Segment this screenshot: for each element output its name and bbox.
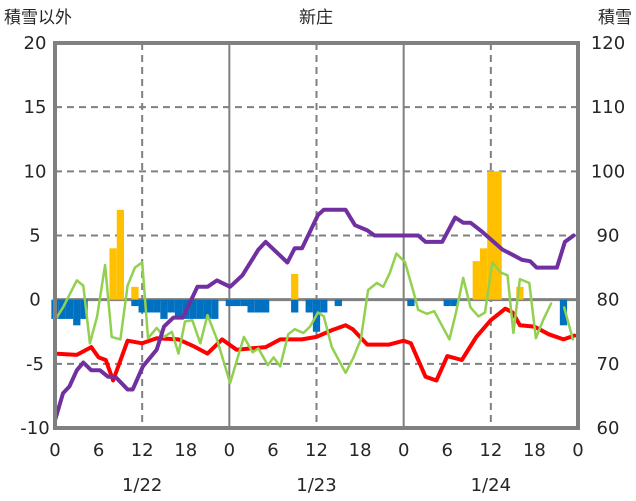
bar-positive	[472, 261, 480, 300]
x-tick-label: 6	[93, 440, 104, 461]
bar-positive	[516, 286, 524, 300]
left-tick-label: 5	[29, 226, 40, 247]
bar-negative	[73, 299, 81, 326]
x-tick-label: 12	[131, 440, 154, 461]
x-tick-label: 0	[49, 440, 60, 461]
right-tick-label: 80	[597, 290, 620, 311]
x-tick-label: 18	[174, 440, 197, 461]
bar-negative	[320, 299, 328, 313]
series-green-line	[53, 252, 575, 385]
bar-negative	[65, 299, 74, 319]
bar-negative	[211, 299, 219, 319]
bar-negative	[443, 299, 451, 307]
x-tick-label: 12	[479, 440, 502, 461]
bar-negative	[80, 299, 88, 319]
right-tick-label: 100	[591, 161, 625, 182]
bar-positive	[479, 248, 488, 300]
bar-negative	[247, 299, 255, 313]
x-tick-label: 18	[523, 440, 546, 461]
bar-negative	[138, 299, 146, 313]
bar-negative	[254, 299, 263, 313]
bars	[51, 171, 568, 332]
right-tick-label: 90	[597, 226, 620, 247]
bar-negative	[203, 299, 212, 319]
bar-negative	[407, 299, 415, 307]
date-label: 1/24	[471, 475, 511, 496]
plot-frame	[53, 41, 580, 430]
bar-negative	[232, 299, 241, 307]
series-lines	[53, 207, 577, 423]
left-tick-label: 15	[24, 97, 47, 118]
x-tick-label: 18	[349, 440, 372, 461]
bar-positive	[131, 286, 139, 300]
bar-negative	[240, 299, 248, 307]
right-tick-label: 70	[597, 354, 620, 375]
x-tick-label: 6	[267, 440, 278, 461]
left-tick-label: 0	[29, 290, 40, 311]
bar-negative	[167, 299, 175, 313]
right-axis-title: 積雪	[598, 8, 632, 28]
axis-labels: 新庄 積雪以外 積雪 20151050-5-101201101009080706…	[4, 8, 632, 496]
bar-negative	[189, 299, 197, 319]
bar-negative	[262, 299, 270, 313]
left-tick-label: -5	[26, 354, 44, 375]
bar-positive	[291, 274, 299, 300]
x-tick-label: 6	[442, 440, 453, 461]
x-tick-label: 0	[224, 440, 235, 461]
bar-negative	[160, 299, 168, 319]
right-tick-label: 120	[591, 33, 625, 54]
bar-negative	[174, 299, 183, 317]
bar-positive	[494, 171, 502, 300]
series-purple-line	[53, 207, 576, 423]
bar-negative	[153, 299, 161, 313]
bar-negative	[450, 299, 459, 307]
bar-negative	[559, 299, 568, 326]
series-red-line	[53, 306, 577, 383]
left-tick-label: 10	[24, 161, 47, 182]
bar-negative	[225, 299, 233, 307]
left-tick-label: 20	[24, 33, 47, 54]
date-label: 1/22	[122, 475, 162, 496]
bar-positive	[116, 209, 125, 300]
left-axis-title: 積雪以外	[4, 8, 72, 28]
bar-negative	[145, 299, 154, 313]
right-tick-label: 110	[591, 97, 625, 118]
bar-positive	[487, 171, 495, 300]
bar-positive	[109, 248, 117, 300]
bar-negative	[196, 299, 204, 319]
bar-negative	[334, 299, 342, 307]
chart-title: 新庄	[299, 8, 333, 28]
plot-border	[53, 41, 580, 430]
x-tick-label: 0	[398, 440, 409, 461]
date-label: 1/23	[296, 475, 336, 496]
x-tick-label: 0	[572, 440, 583, 461]
x-tick-label: 12	[305, 440, 328, 461]
bar-negative	[305, 299, 313, 313]
left-tick-label: -10	[20, 418, 49, 439]
right-tick-label: 60	[597, 418, 620, 439]
bar-negative	[291, 299, 299, 313]
bar-negative	[131, 299, 139, 307]
